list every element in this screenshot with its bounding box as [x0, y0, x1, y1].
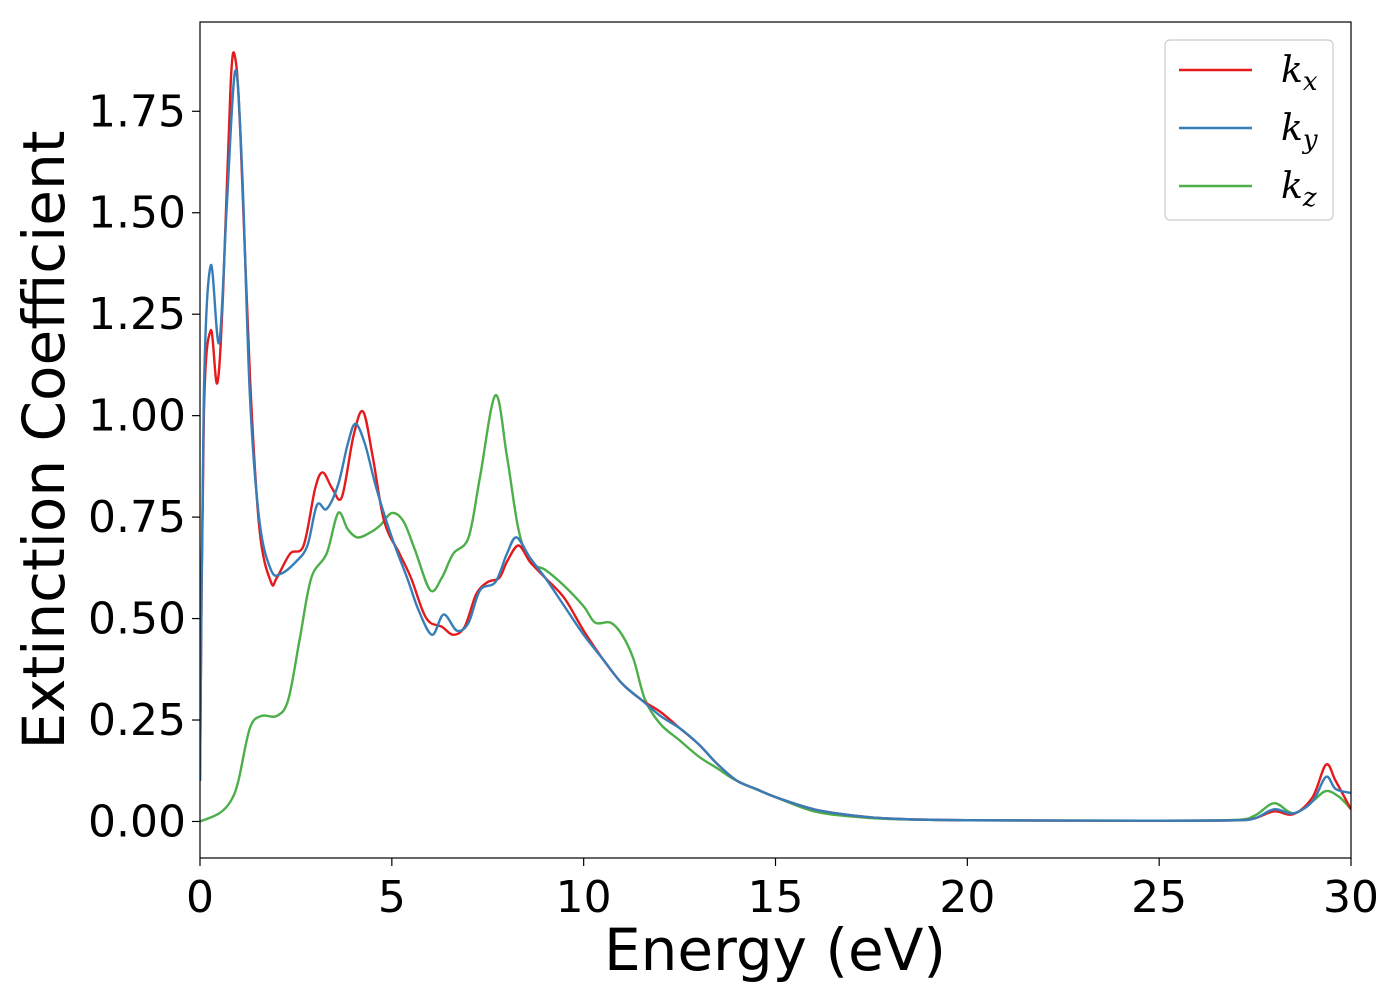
y-tick-label: 1.50	[88, 188, 186, 239]
x-tick-label: 20	[939, 872, 995, 923]
legend-label-main: k	[1281, 108, 1303, 149]
legend-label-subscript: z	[1302, 183, 1317, 213]
x-tick-label: 30	[1323, 872, 1379, 923]
y-tick-label: 1.00	[88, 391, 186, 442]
y-axis: 0.00 0.25 0.50 0.75 1.00 1.25 1.50 1.75	[88, 86, 200, 847]
x-axis-label: Energy (eV)	[604, 916, 946, 984]
y-tick-label: 0.00	[88, 796, 186, 847]
x-tick-label: 25	[1131, 872, 1187, 923]
legend-label-main: k	[1281, 166, 1303, 207]
legend-label-ky: ky	[1281, 108, 1318, 155]
x-tick-label: 0	[186, 872, 214, 923]
x-tick-label: 10	[556, 872, 612, 923]
legend-label-kx: kx	[1281, 50, 1318, 97]
legend-label-subscript: y	[1302, 125, 1318, 155]
legend-label-kz: kz	[1281, 166, 1317, 213]
x-tick-label: 5	[378, 872, 406, 923]
series-line-ky	[200, 69, 1351, 822]
y-tick-label: 0.25	[88, 695, 186, 746]
y-tick-label: 0.50	[88, 594, 186, 645]
legend-box	[1164, 39, 1334, 221]
x-tick-label: 15	[748, 872, 804, 923]
legend-label-subscript: x	[1303, 67, 1318, 97]
y-tick-label: 0.75	[88, 492, 186, 543]
y-axis-label: Extinction Coefficient	[10, 131, 78, 750]
y-tick-label: 1.25	[88, 289, 186, 340]
series-layer	[200, 51, 1351, 823]
x-axis: 0 5 10 15 20 25 30	[186, 858, 1379, 923]
legend-label-main: k	[1281, 50, 1303, 91]
y-tick-label: 1.75	[88, 86, 186, 137]
